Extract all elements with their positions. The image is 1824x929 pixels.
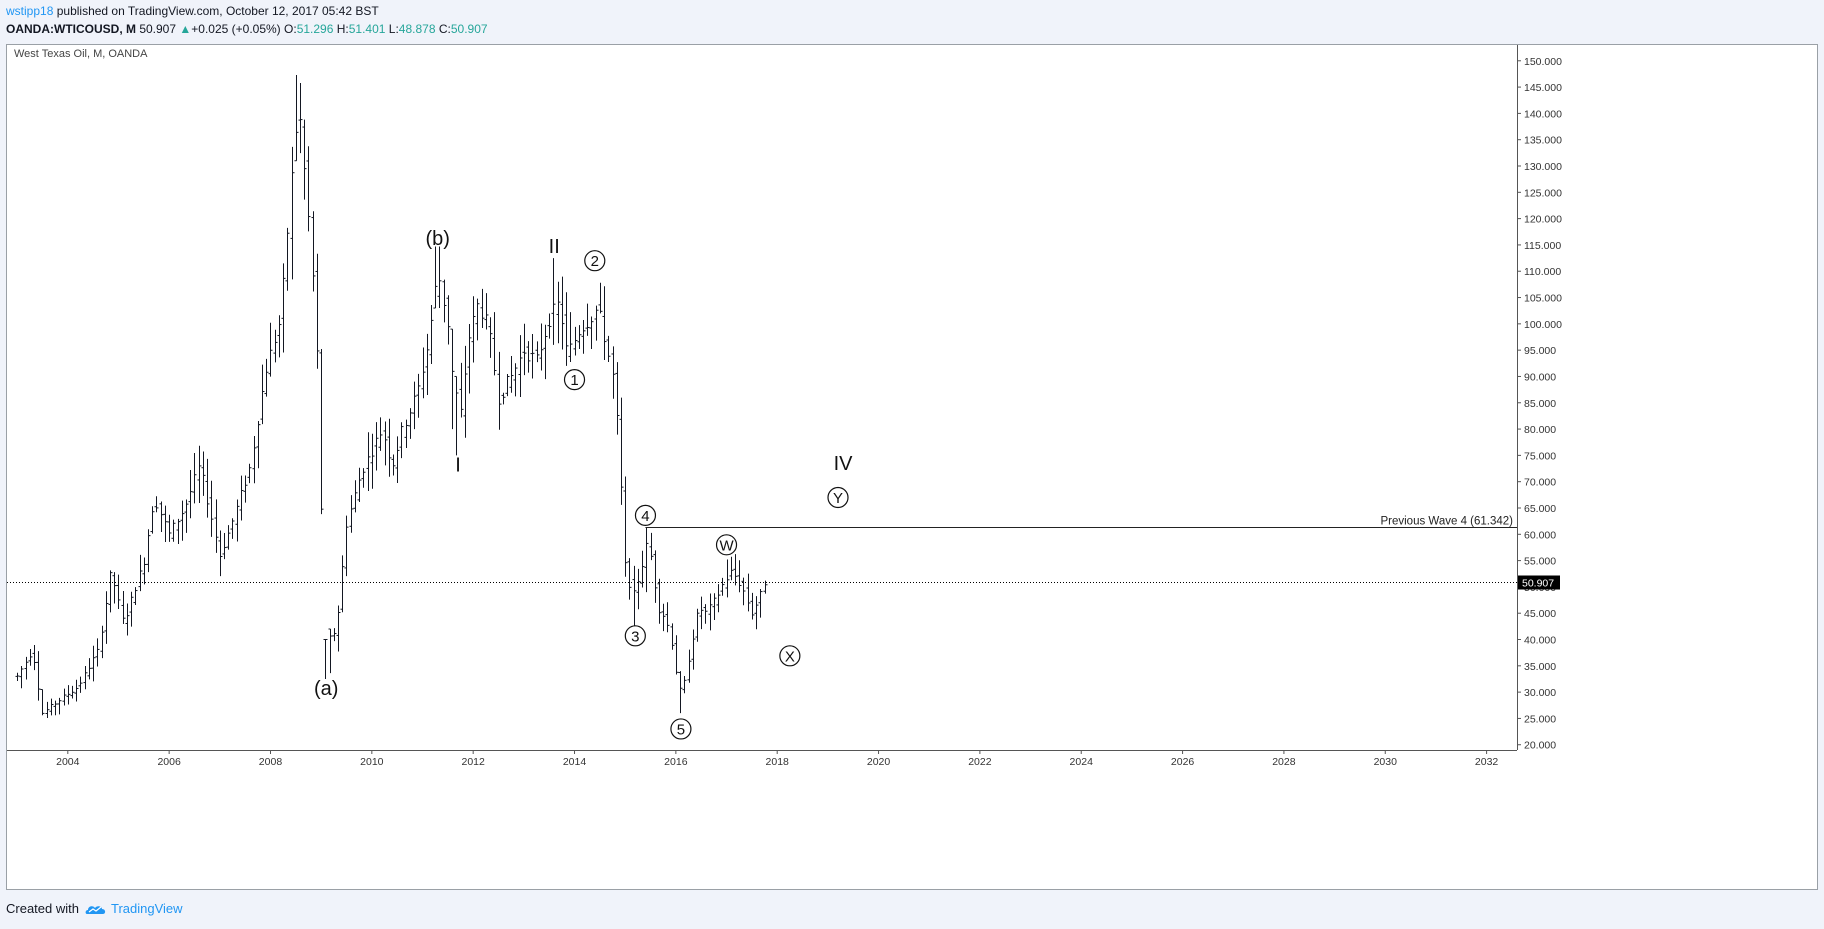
wave-label-4: 4: [641, 508, 649, 525]
y-tick-label: 140.000: [1524, 108, 1562, 120]
y-tick-label: 135.000: [1524, 135, 1562, 147]
x-tick-label: 2028: [1272, 756, 1296, 768]
y-tick-label: 25.000: [1524, 713, 1556, 725]
y-tick-label: 65.000: [1524, 503, 1556, 515]
author-link[interactable]: wstipp18: [6, 4, 54, 18]
y-tick-label: 110.000: [1524, 266, 1561, 278]
wave-label-2: 2: [591, 253, 599, 270]
wave-label-y: Y: [833, 490, 843, 507]
y-tick-label: 40.000: [1524, 635, 1556, 647]
y-tick-label: 145.000: [1524, 82, 1562, 94]
y-tick-label: 105.000: [1524, 293, 1562, 305]
previous-wave-4-label: Previous Wave 4 (61.342): [1380, 516, 1513, 528]
symbol-info: OANDA:WTICOUSD, M 50.907 ▲+0.025 (+0.05%…: [6, 21, 488, 37]
y-tick-label: 115.000: [1524, 240, 1561, 252]
open-label: O:: [284, 22, 297, 36]
price-change: +0.025 (+0.05%): [191, 22, 281, 36]
tradingview-cloud-icon: [85, 905, 106, 914]
close-value: 50.907: [450, 22, 488, 36]
wave-label-5: 5: [677, 721, 685, 738]
y-tick-label: 100.000: [1524, 319, 1562, 331]
chart-panel[interactable]: West Texas Oil, M, OANDA 20.000 25.000 30.0…: [6, 44, 1818, 890]
x-tick-label: 2022: [968, 756, 992, 768]
low-value: 48.878: [398, 22, 436, 36]
x-tick-label: 2020: [867, 756, 891, 768]
wave-label-circle: [670, 718, 692, 740]
wave-label-i: I: [455, 454, 461, 476]
x-tick-label: 2030: [1374, 756, 1398, 768]
wave-label-circle: [634, 504, 657, 526]
low-label: L:: [388, 22, 399, 36]
tradingview-link[interactable]: TradingView: [85, 901, 183, 916]
x-tick-label: 2032: [1475, 756, 1499, 768]
wave-label-x: X: [785, 648, 795, 665]
chart-title: West Texas Oil, M, OANDA: [14, 48, 148, 60]
x-tick-label: 2004: [56, 756, 80, 768]
created-with-text: Created with: [6, 901, 79, 916]
wave-label-w: W: [719, 537, 734, 554]
open-value: 51.296: [296, 22, 334, 36]
wave-label-circle: [584, 250, 606, 272]
x-tick-label: 2008: [259, 756, 283, 768]
x-tick-label: 2016: [664, 756, 688, 768]
x-tick-label: 2026: [1171, 756, 1195, 768]
x-tick-label: 2012: [461, 756, 485, 768]
last-price: 50.907: [139, 22, 177, 36]
y-tick-label: 30.000: [1524, 687, 1556, 699]
y-tick-label: 130.000: [1524, 161, 1562, 173]
high-value: 51.401: [348, 22, 386, 36]
close-label: C:: [438, 22, 451, 36]
y-tick-label: 120.000: [1524, 214, 1562, 226]
footer: Created with TradingView: [6, 901, 183, 916]
y-tick-label: 80.000: [1524, 424, 1556, 436]
wave-label-circle: [779, 645, 801, 667]
wave-label-a: (a): [314, 678, 338, 700]
y-tick-label: 90.000: [1524, 371, 1556, 383]
y-tick-label: 20.000: [1524, 740, 1556, 752]
symbol-name: OANDA:WTICOUSD, M: [6, 22, 136, 36]
published-text: published on TradingView.com, October 12…: [56, 4, 379, 18]
y-tick-label: 70.000: [1524, 477, 1556, 489]
publish-info: wstipp18 published on TradingView.com, O…: [6, 3, 379, 19]
x-tick-label: 2006: [157, 756, 181, 768]
y-tick-label: 75.000: [1524, 450, 1556, 462]
tradingview-brand: TradingView: [110, 901, 183, 916]
y-tick-label: 85.000: [1524, 398, 1556, 410]
wave-label-iv: IV: [834, 453, 854, 475]
wave-label-circle: [827, 486, 849, 509]
current-price-tag: [1518, 575, 1560, 590]
wave-label-1: 1: [570, 372, 578, 389]
wave-label-circle: [563, 369, 586, 391]
wave-label-b: (b): [425, 228, 449, 250]
x-tick-label: 2014: [563, 756, 587, 768]
wave-label-circle: [624, 625, 646, 647]
current-price-tag-label: 50.907: [1522, 578, 1554, 590]
wave-label-3: 3: [631, 628, 639, 645]
change-up-icon: ▲: [179, 22, 192, 36]
y-tick-label: 60.000: [1524, 529, 1556, 541]
wave-label-ii: II: [549, 236, 560, 258]
y-tick-label: 45.000: [1524, 608, 1556, 620]
y-tick-label: 55.000: [1524, 556, 1556, 568]
wave-label-circle: [715, 534, 738, 556]
x-tick-label: 2010: [360, 756, 384, 768]
y-tick-label: 95.000: [1524, 345, 1556, 357]
y-tick-label: 150.000: [1524, 56, 1562, 68]
price-chart[interactable]: West Texas Oil, M, OANDA 20.000 25.000 30.0…: [7, 45, 1817, 889]
y-tick-label: 125.000: [1524, 187, 1562, 199]
high-label: H:: [336, 22, 349, 36]
y-tick-label: 35.000: [1524, 661, 1556, 673]
x-tick-label: 2024: [1070, 756, 1094, 768]
x-tick-label: 2018: [766, 756, 790, 768]
